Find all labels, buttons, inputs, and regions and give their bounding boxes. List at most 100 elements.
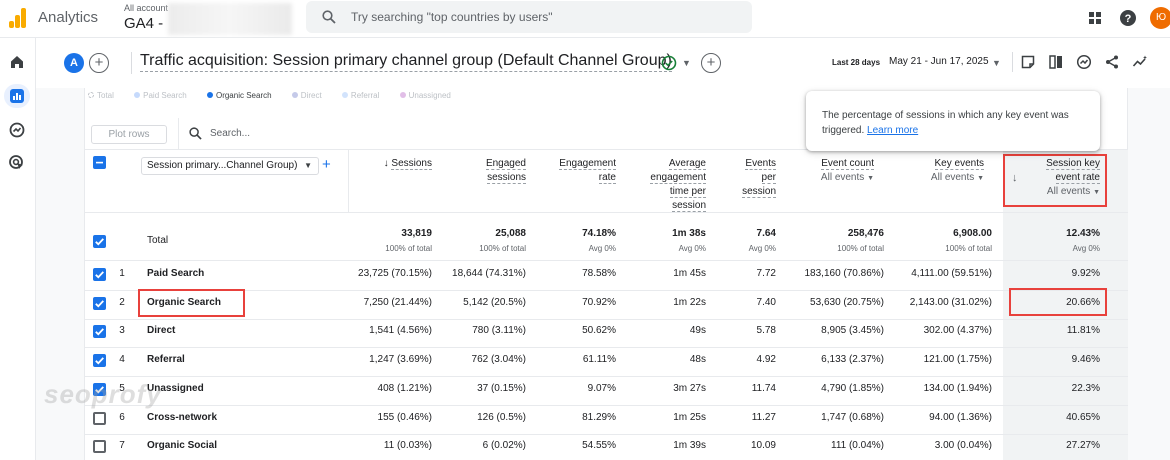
row-checkbox[interactable]	[93, 325, 106, 338]
column-header-sessions[interactable]: ↓ Sessions	[383, 158, 432, 170]
cell-evcount: 8,905 (3.45%)	[821, 325, 884, 336]
chevron-down-icon[interactable]: ▼	[867, 175, 874, 182]
row-checkbox[interactable]	[93, 297, 106, 310]
explore-icon[interactable]	[8, 121, 26, 139]
date-range-value[interactable]: May 21 - Jun 17, 2025	[889, 56, 989, 67]
compare-icon[interactable]	[1048, 54, 1064, 70]
table-search-input[interactable]: Search...	[210, 128, 251, 139]
chevron-down-icon[interactable]: ▼	[1093, 189, 1100, 196]
search-icon	[322, 10, 336, 24]
help-icon[interactable]: ?	[1119, 9, 1137, 27]
cell-engrate: 81.29%	[582, 412, 616, 423]
column-header-events-per-session[interactable]: Events per session	[742, 158, 776, 198]
chart-legend: Total Paid Search Organic Search Direct …	[88, 91, 469, 100]
total-avgtime-sub: Avg 0%	[678, 244, 706, 253]
chevron-down-icon[interactable]: ▼	[992, 58, 1001, 68]
reports-icon[interactable]	[8, 87, 26, 105]
channel-name[interactable]: Direct	[147, 325, 176, 336]
row-checkbox[interactable]	[93, 383, 106, 396]
row-checkbox[interactable]	[93, 354, 106, 367]
add-comparison-button[interactable]: +	[89, 53, 109, 73]
cell-avgtime: 48s	[689, 354, 706, 365]
total-keyev-sub: 100% of total	[945, 244, 992, 253]
account-name[interactable]: GA4 -	[124, 15, 164, 32]
cell-eps: 5.78	[756, 325, 776, 336]
toolbar-divider	[178, 118, 179, 150]
total-eps: 7.64	[756, 228, 776, 239]
learn-more-link[interactable]: Learn more	[867, 125, 919, 136]
channel-name[interactable]: Unassigned	[147, 383, 204, 394]
column-header-engaged-sessions[interactable]: Engaged sessions	[485, 158, 526, 184]
legend-item-total[interactable]: Total	[88, 91, 123, 100]
annotation-icon[interactable]	[1020, 54, 1036, 70]
cell-sessions: 7,250 (21.44%)	[363, 297, 432, 308]
cell-eps: 10.09	[750, 440, 776, 451]
cell-evcount: 6,133 (2.37%)	[821, 354, 884, 365]
apps-grid-icon[interactable]	[1086, 9, 1104, 27]
account-redacted	[168, 3, 292, 35]
chevron-down-icon[interactable]: ▼	[977, 175, 984, 182]
legend-item-referral[interactable]: Referral	[341, 91, 388, 100]
trend-sparkle-icon[interactable]	[1132, 54, 1148, 70]
plot-rows-button[interactable]: Plot rows	[91, 125, 167, 144]
date-range-label[interactable]: Last 28 days	[832, 58, 881, 67]
channel-name[interactable]: Organic Search	[147, 297, 221, 308]
cell-evcount: 183,160 (70.86%)	[804, 268, 884, 279]
add-report-button[interactable]: +	[701, 53, 721, 73]
highlight-box-column	[1003, 154, 1107, 207]
cell-keyev: 134.00 (1.94%)	[923, 383, 992, 394]
cell-keyev: 121.00 (1.75%)	[923, 354, 992, 365]
row-checkbox[interactable]	[93, 268, 106, 281]
legend-item-paid-search[interactable]: Paid Search	[134, 91, 196, 100]
row-checkbox[interactable]	[93, 440, 106, 453]
advertising-icon[interactable]	[8, 154, 26, 172]
cell-skr: 40.65%	[1066, 412, 1100, 423]
dimension-dropdown[interactable]: Session primary...Channel Group) ▼	[141, 157, 319, 175]
tooltip-text: The percentage of sessions in which any …	[822, 110, 1069, 136]
account-avatar[interactable]: Ю	[1150, 7, 1170, 29]
check-circle-icon[interactable]	[661, 55, 677, 71]
legend-item-direct[interactable]: Direct	[291, 91, 331, 100]
select-all-checkbox[interactable]	[93, 156, 106, 169]
sort-arrow-icon[interactable]: ↓	[1012, 172, 1018, 184]
insights-icon[interactable]	[1076, 54, 1092, 70]
channel-name[interactable]: Organic Social	[147, 440, 218, 451]
analytics-logo-icon[interactable]	[8, 8, 28, 28]
total-checkbox[interactable]	[93, 235, 106, 248]
cell-avgtime: 1m 39s	[673, 440, 706, 451]
comparison-chip[interactable]: A	[64, 53, 84, 73]
app-name[interactable]: Analytics	[38, 9, 99, 26]
legend-item-unassigned[interactable]: Unassigned	[399, 91, 460, 100]
cell-eps: 4.92	[756, 354, 776, 365]
home-icon[interactable]	[8, 53, 26, 71]
cell-keyev: 302.00 (4.37%)	[923, 325, 992, 336]
cell-sessions: 1,541 (4.56%)	[369, 325, 432, 336]
channel-name[interactable]: Cross-network	[147, 412, 218, 423]
metric-tooltip: The percentage of sessions in which any …	[806, 91, 1100, 151]
header-divider	[1012, 52, 1013, 72]
column-header-avg-engagement-time[interactable]: Average engagement time per session	[650, 158, 706, 212]
row-checkbox[interactable]	[93, 412, 106, 425]
cell-sessions: 11 (0.03%)	[383, 440, 432, 451]
column-header-event-count[interactable]: Event count All events ▼	[820, 158, 874, 183]
cell-skr: 9.92%	[1071, 268, 1100, 279]
share-icon[interactable]	[1104, 54, 1120, 70]
total-evcount: 258,476	[847, 228, 884, 239]
cell-avgtime: 1m 45s	[673, 268, 706, 279]
legend-item-organic-search[interactable]: Organic Search	[206, 91, 281, 100]
cell-keyev: 4,111.00 (59.51%)	[911, 268, 992, 279]
column-header-engagement-rate[interactable]: Engagement rate	[559, 158, 616, 184]
global-search[interactable]: Try searching "top countries by users"	[306, 1, 752, 33]
chevron-down-icon[interactable]: ▼	[682, 58, 691, 68]
channel-name[interactable]: Paid Search	[147, 268, 205, 279]
column-header-key-events[interactable]: Key events All events ▼	[930, 158, 984, 183]
account-label[interactable]: All account	[124, 3, 169, 13]
cell-engaged: 6 (0.02%)	[482, 440, 526, 451]
row-index: 6	[119, 412, 125, 423]
total-divider-line	[84, 260, 1128, 261]
cell-sessions: 155 (0.46%)	[377, 412, 432, 423]
channel-name[interactable]: Referral	[147, 354, 185, 365]
column-header-session-key-event-rate[interactable]: Session key event rate All events ▼	[1046, 158, 1100, 197]
page-title[interactable]: Traffic acquisition: Session primary cha…	[140, 52, 672, 72]
add-dimension-button[interactable]: +	[322, 156, 331, 173]
